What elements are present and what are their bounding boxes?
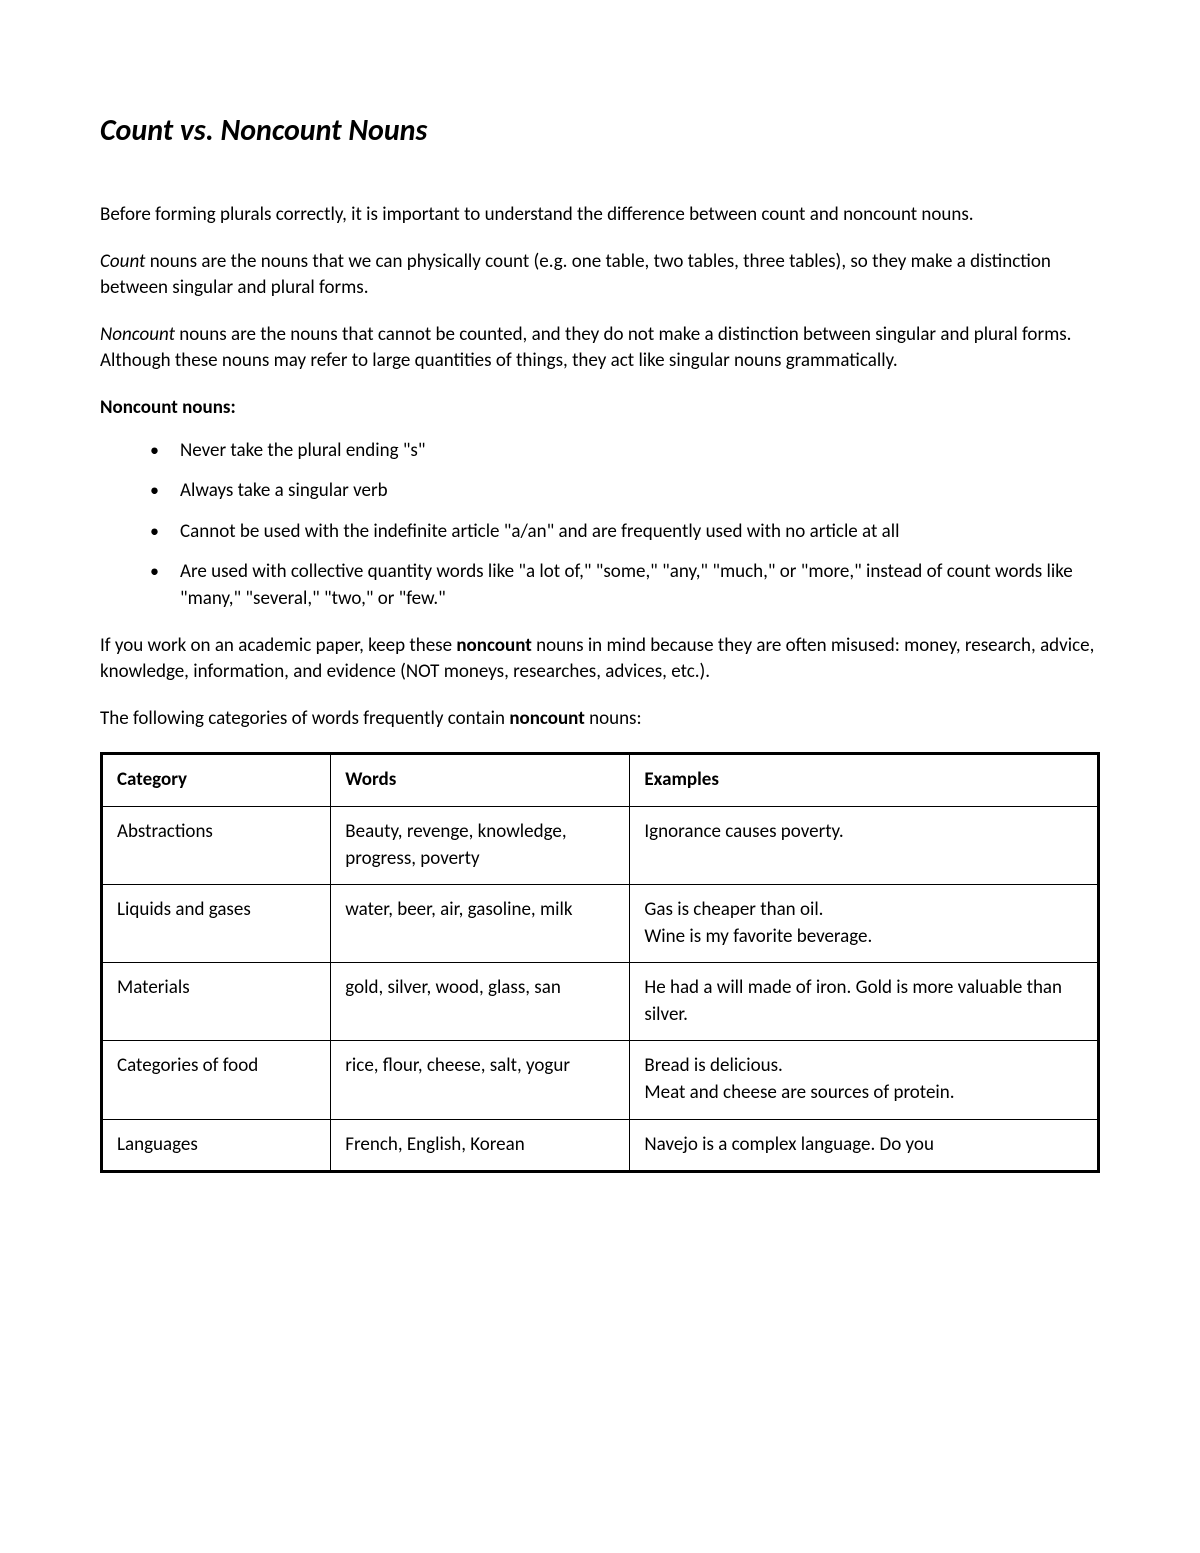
table-intro-a: The following categories of words freque… [100,707,509,730]
academic-note-bold: noncount [456,634,531,657]
cell-examples: He had a will made of iron. Gold is more… [630,963,1099,1041]
list-item: Cannot be used with the indefinite artic… [150,519,1100,546]
table-row: Liquids and gases water, beer, air, gaso… [102,885,1099,963]
cell-words: Beauty, revenge, knowledge, progress, po… [331,806,630,884]
noncount-definition-text: nouns are the nouns that cannot be count… [100,323,1071,373]
col-header-examples: Examples [630,754,1099,807]
cell-category: Materials [102,963,331,1041]
cell-words: rice, flour, cheese, salt, yogur [331,1041,630,1119]
col-header-category: Category [102,754,331,807]
noncount-rules-label: Noncount nouns: [100,395,1100,422]
table-intro-b: nouns: [585,707,642,730]
academic-note-paragraph: If you work on an academic paper, keep t… [100,633,1100,686]
list-item: Never take the plural ending "s" [150,438,1100,465]
cell-category: Languages [102,1119,331,1172]
noncount-rules-list: Never take the plural ending "s" Always … [100,438,1100,613]
cell-examples: Ignorance causes poverty. [630,806,1099,884]
table-header-row: Category Words Examples [102,754,1099,807]
col-header-words: Words [331,754,630,807]
table-row: Materials gold, silver, wood, glass, san… [102,963,1099,1041]
academic-note-a: If you work on an academic paper, keep t… [100,634,456,657]
table-row: Categories of food rice, flour, cheese, … [102,1041,1099,1119]
cell-words: water, beer, air, gasoline, milk [331,885,630,963]
cell-examples: Gas is cheaper than oil. Wine is my favo… [630,885,1099,963]
cell-words: gold, silver, wood, glass, san [331,963,630,1041]
cell-examples: Bread is delicious. Meat and cheese are … [630,1041,1099,1119]
count-definition-text: nouns are the nouns that we can physical… [100,250,1051,300]
noncount-definition-paragraph: Noncount nouns are the nouns that cannot… [100,322,1100,375]
table-intro-bold: noncount [509,707,584,730]
count-term: Count [100,250,145,273]
cell-examples: Navejo is a complex language. Do you [630,1119,1099,1172]
list-item: Are used with collective quantity words … [150,559,1100,612]
list-item: Always take a singular verb [150,478,1100,505]
noncount-categories-table: Category Words Examples Abstractions Bea… [100,752,1100,1173]
count-definition-paragraph: Count nouns are the nouns that we can ph… [100,249,1100,302]
table-intro-paragraph: The following categories of words freque… [100,706,1100,733]
cell-words: French, English, Korean [331,1119,630,1172]
table-row: Abstractions Beauty, revenge, knowledge,… [102,806,1099,884]
cell-category: Abstractions [102,806,331,884]
cell-category: Categories of food [102,1041,331,1119]
cell-category: Liquids and gases [102,885,331,963]
noncount-term: Noncount [100,323,175,346]
intro-paragraph: Before forming plurals correctly, it is … [100,202,1100,229]
page-title: Count vs. Noncount Nouns [100,110,1100,152]
table-row: Languages French, English, Korean Navejo… [102,1119,1099,1172]
